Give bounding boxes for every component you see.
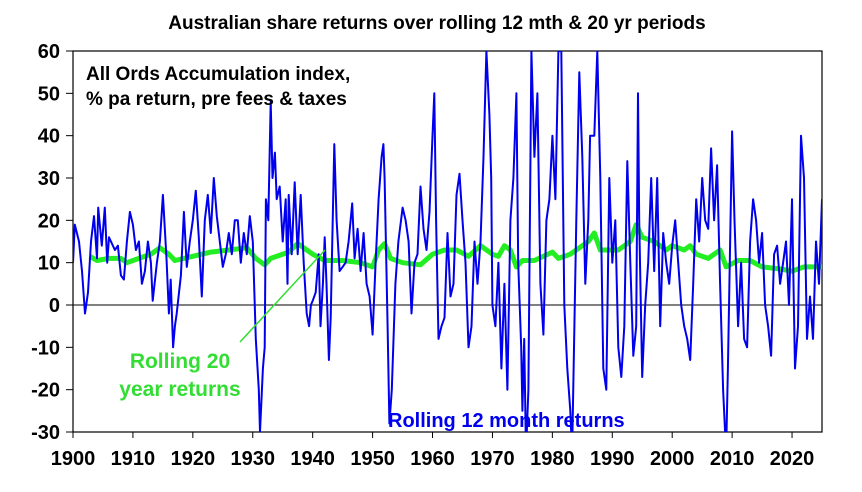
x-tick-label: 1930 [231,448,276,470]
y-tick-label: 30 [38,168,60,190]
subtitle-line-2: % pa return, pre fees & taxes [86,89,347,110]
y-tick-label: -10 [31,337,60,359]
y-tick-label: -20 [31,380,60,402]
y-tick-label: 40 [38,126,60,148]
x-tick-label: 2020 [770,448,815,470]
y-axis: -30 -20 -10 0 10 20 30 40 50 60 [31,41,73,444]
y-tick-label: 50 [38,83,60,105]
x-tick-label: 1910 [111,448,156,470]
x-axis: 1900 1910 1920 1930 1940 1950 1960 1970 1980 1990… [51,432,815,470]
y-tick-label: 10 [38,253,60,275]
subtitle-line-1: All Ords Accumulation index, [86,64,350,85]
series-rolling-20-year [88,222,822,274]
x-tick-label: 1980 [530,448,575,470]
x-tick-label: 1920 [171,448,216,470]
series-rolling-12-month [73,51,822,432]
annotation-rolling-12: Rolling 12 month returns [388,410,625,432]
chart-title: Australian share returns over rolling 12… [168,13,705,34]
x-tick-label: 1970 [470,448,515,470]
y-tick-label: 60 [38,41,60,63]
y-tick-label: 0 [49,295,60,317]
x-tick-label: 1940 [290,448,335,470]
annotation-arrow [239,249,326,343]
x-tick-label: 1990 [590,448,635,470]
y-tick-label: 20 [38,210,60,232]
x-tick-label: 2010 [710,448,755,470]
x-tick-label: 1900 [51,448,96,470]
x-tick-label: 1960 [410,448,455,470]
annotation-rolling-20-line-1: Rolling 20 [130,350,230,373]
y-tick-label: -30 [31,422,60,444]
x-tick-label: 2000 [650,448,695,470]
annotation-rolling-20-line-2: year returns [119,378,240,401]
x-tick-label: 1950 [350,448,395,470]
plot-frame [72,50,823,433]
